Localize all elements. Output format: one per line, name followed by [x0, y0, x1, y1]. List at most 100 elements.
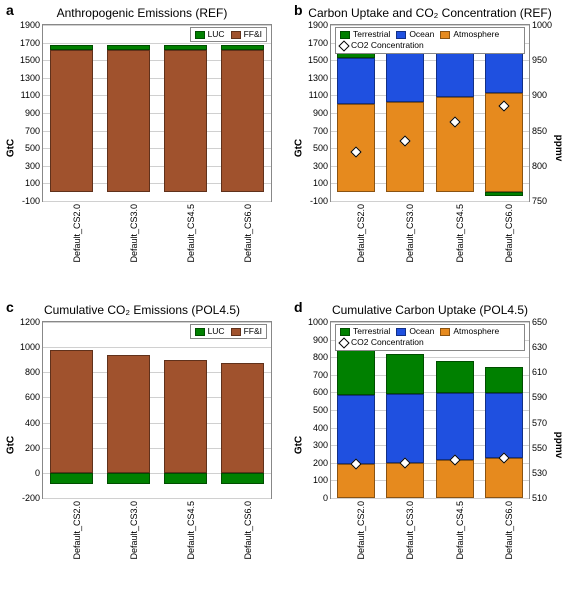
legend-item-terrestrial: Terrestrial [340, 327, 390, 336]
bar-slot [157, 25, 214, 201]
y2tick-label: 590 [532, 392, 547, 402]
ytick-label: 1500 [308, 55, 328, 65]
bar-segment-ffi [221, 50, 264, 193]
diamond-icon [338, 40, 349, 51]
bar-slot [43, 25, 100, 201]
ytick-label: 400 [313, 423, 328, 433]
legend-item-ocean: Ocean [396, 30, 434, 39]
legend-item-atmosphere: Atmosphere [440, 30, 499, 39]
ytick-label: 600 [313, 387, 328, 397]
bar-segment-luc [50, 45, 93, 50]
bar-segment-ffi [50, 350, 93, 473]
ytick-label: 500 [313, 143, 328, 153]
ytick-label: 300 [313, 440, 328, 450]
xtick-label: Default_CS2.0 [72, 501, 82, 560]
bar-segment-luc [164, 45, 207, 50]
panel-title: Cumulative CO₂ Emissions (POL4.5) [4, 303, 280, 317]
bar-segment-ocean [436, 393, 474, 460]
ytick-label: 1100 [309, 90, 328, 100]
legend-label: FF&I [244, 327, 262, 336]
legend-label: Ocean [409, 327, 434, 336]
legend-item-luc: LUC [195, 327, 225, 336]
gridline [331, 498, 529, 499]
ytick-label: 300 [25, 161, 40, 171]
legend-swatch [231, 31, 241, 39]
ytick-label: 1300 [308, 73, 328, 83]
bar-slot [214, 25, 271, 201]
legend-item-ocean: Ocean [396, 327, 434, 336]
panel-letter: c [6, 299, 14, 315]
plot-d: GtC ppmv 0100200300400500600700800900100… [292, 319, 568, 571]
ytick-label: 800 [313, 352, 328, 362]
ytick-label: 1000 [308, 317, 328, 327]
legend-label: LUC [208, 30, 225, 39]
bar-segment-terrestrial [337, 347, 375, 395]
xtick-label: Default_CS6.0 [504, 204, 514, 263]
ytick-label: 1300 [20, 73, 40, 83]
ytick-label: 1700 [308, 38, 328, 48]
gridline [331, 201, 529, 202]
bar-segment-terrestrial [436, 361, 474, 394]
ytick-label: 1900 [308, 20, 328, 30]
panel-letter: b [294, 2, 303, 18]
legend: TerrestrialOceanAtmosphereCO2 Concentrat… [335, 324, 525, 351]
y2tick-label: 650 [532, 317, 547, 327]
legend-swatch [396, 31, 406, 39]
ytick-label: 200 [25, 443, 40, 453]
panel-title: Carbon Uptake and CO₂ Concentration (REF… [292, 6, 568, 20]
ytick-label: 900 [313, 335, 328, 345]
ytick-label: 500 [25, 143, 40, 153]
ylabel: GtC [294, 139, 305, 157]
bar-slot [100, 322, 157, 498]
legend-swatch [340, 31, 350, 39]
ytick-label: 0 [35, 468, 40, 478]
panel-a: a Anthropogenic Emissions (REF) GtC -100… [0, 0, 288, 297]
bar-segment-atmosphere [386, 102, 424, 193]
bar-segment-luc [164, 473, 207, 484]
legend-label: FF&I [244, 30, 262, 39]
bar-segment-ocean [386, 53, 424, 102]
legend-item-ffi: FF&I [231, 327, 262, 336]
figure-grid: a Anthropogenic Emissions (REF) GtC -100… [0, 0, 576, 594]
bar-segment-luc [221, 473, 264, 484]
xtick-label: Default_CS3.0 [129, 204, 139, 263]
legend-label: CO2 Concentration [351, 41, 424, 50]
bar-slot [157, 322, 214, 498]
y2tick-label: 800 [532, 161, 547, 171]
gridline [43, 498, 271, 499]
panel-letter: a [6, 2, 14, 18]
xtick-label: Default_CS6.0 [243, 204, 253, 263]
legend-label: LUC [208, 327, 225, 336]
xtick-label: Default_CS2.0 [72, 204, 82, 263]
y2tick-label: 900 [532, 90, 547, 100]
plot-area: -100100300500700900110013001500170019007… [330, 24, 530, 202]
ytick-label: 0 [323, 493, 328, 503]
y2tick-label: 610 [532, 367, 547, 377]
bar-segment-ffi [107, 50, 150, 193]
ytick-label: 1900 [20, 20, 40, 30]
bar-segment-ocean [485, 393, 523, 458]
ytick-label: 600 [25, 392, 40, 402]
y2tick-label: 950 [532, 55, 547, 65]
ytick-label: 500 [313, 405, 328, 415]
ytick-label: 1500 [20, 55, 40, 65]
ytick-label: 700 [313, 370, 328, 380]
panel-b: b Carbon Uptake and CO₂ Concentration (R… [288, 0, 576, 297]
ytick-label: 900 [313, 108, 328, 118]
xtick-label: Default_CS4.5 [186, 204, 196, 263]
legend-item-ffi: FF&I [231, 30, 262, 39]
gridline [43, 201, 271, 202]
legend-label: Atmosphere [453, 30, 499, 39]
ylabel: GtC [294, 436, 305, 454]
legend-swatch [396, 328, 406, 336]
panel-c: c Cumulative CO₂ Emissions (POL4.5) GtC … [0, 297, 288, 594]
bar-segment-luc [107, 45, 150, 50]
diamond-icon [338, 337, 349, 348]
bar-segment-atmosphere [436, 97, 474, 192]
legend: TerrestrialOceanAtmosphereCO2 Concentrat… [335, 27, 525, 54]
xtick-label: Default_CS6.0 [243, 501, 253, 560]
legend-label: Atmosphere [453, 327, 499, 336]
y2label: ppmv [553, 432, 564, 459]
legend-swatch [195, 31, 205, 39]
bar-segment-atmosphere [485, 458, 523, 498]
